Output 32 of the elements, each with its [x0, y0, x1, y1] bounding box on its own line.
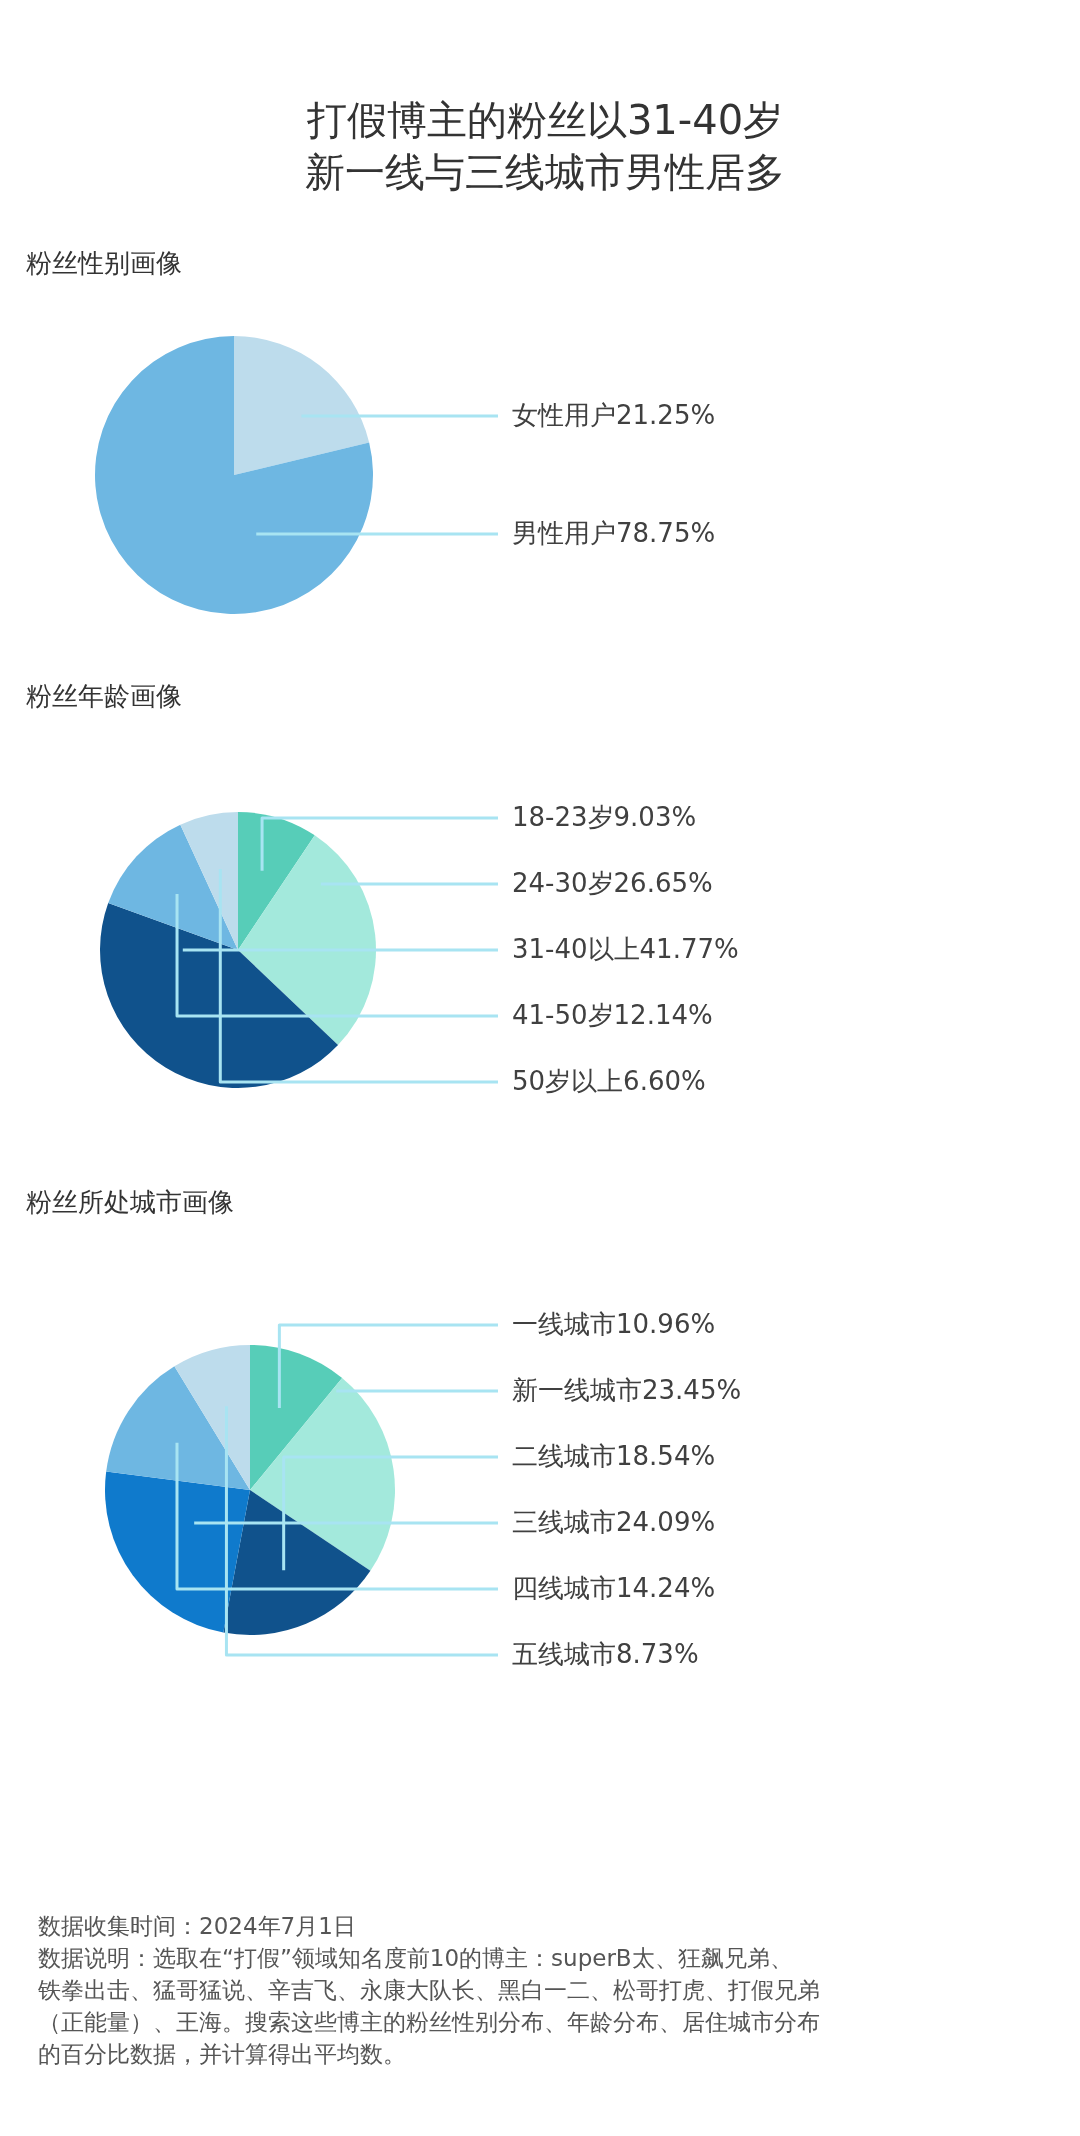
pie-slice — [108, 824, 238, 950]
pie-slice — [95, 336, 373, 614]
chart-subtitle: 粉丝性别画像 — [26, 248, 182, 278]
chart-title: 粉丝年龄画像 — [26, 681, 182, 711]
slice-label: 五线城市8.73% — [512, 1639, 699, 1669]
slice-label: 一线城市10.96% — [512, 1309, 716, 1339]
pie-slice — [238, 835, 376, 1046]
slice-label: 新一线城市23.45% — [512, 1375, 742, 1405]
pie-slice — [250, 1345, 343, 1490]
text: 数据说明：选取在“打假”领域知名度前10的博主：superB太、狂飙兄弟、铁拳出击、猛哥猛说、辛吉飞、永康大队长、黑白一二、松哥打虎、打假兄弟（正能量）、王海。搜索这些博主的粉丝性别分布、年龄分布、居住城市分布的百分比数据，并计算得出平均数。 — [37, 1945, 820, 2067]
slice-label: 18-23岁9.03% — [512, 802, 697, 832]
slice-label: 31-40以上41.77% — [512, 934, 739, 964]
slice-label: 50岁以上6.60% — [512, 1066, 706, 1096]
pie-slice — [105, 1471, 250, 1633]
pie-slice — [106, 1366, 250, 1490]
chart-title: 粉丝所处城市画像 — [26, 1187, 234, 1217]
text: 数据收集时间：2024年7月1日 — [38, 1913, 356, 1939]
pie-slice — [180, 812, 238, 950]
pie-slice — [223, 1490, 371, 1635]
pie-slice — [100, 903, 339, 1088]
pie-slice — [238, 812, 315, 950]
slice-label: 四线城市14.24% — [512, 1573, 716, 1603]
slice-label: 41-50岁12.14% — [512, 1000, 713, 1030]
slice-label: 三线城市24.09% — [512, 1507, 716, 1537]
slice-label: 女性用户21.25% — [512, 399, 716, 430]
slice-label: 24-30岁26.65% — [512, 868, 713, 898]
chart-title: 打假博主的粉丝以31-40岁新一线与三线城市男性居多 — [305, 97, 785, 195]
pie-slice — [234, 336, 370, 475]
slice-label: 二线城市18.54% — [512, 1441, 716, 1471]
pie-slice — [174, 1345, 250, 1490]
pie-slice — [250, 1378, 395, 1571]
slice-label: 男性用户78.75% — [512, 518, 716, 549]
